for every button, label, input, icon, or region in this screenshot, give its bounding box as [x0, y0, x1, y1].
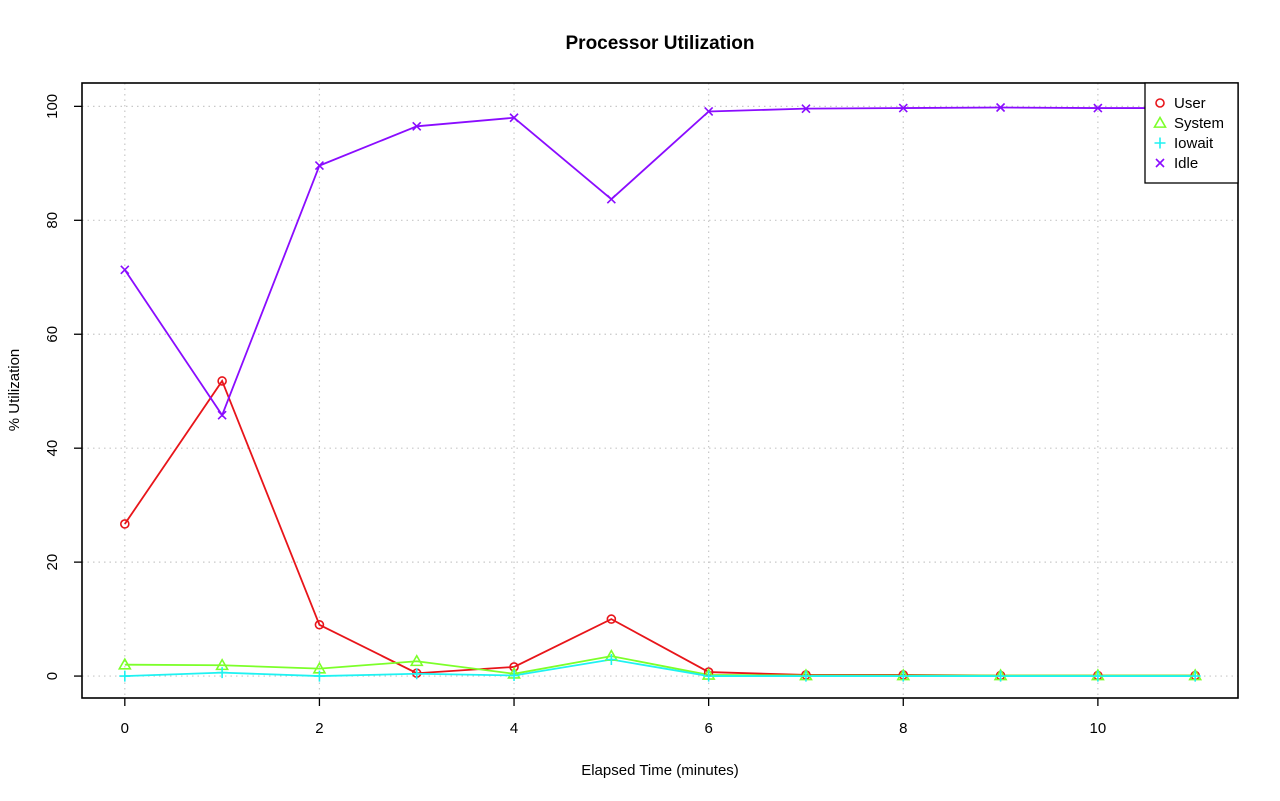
x-tick-label-4: 4: [510, 720, 518, 737]
point-idle-2: [314, 161, 324, 171]
point-idle-5: [606, 194, 616, 204]
point-idle-3: [412, 121, 422, 131]
point-system-3: [409, 654, 424, 667]
legend: User System Iowait Idle: [1144, 82, 1239, 184]
point-idle-0: [120, 265, 130, 275]
x-tick-label-8: 8: [899, 720, 907, 737]
x-tick-label-10: 10: [1090, 720, 1107, 737]
y-tick-label-40: 40: [44, 440, 61, 457]
y-tick-label-0: 0: [44, 672, 61, 680]
point-idle-6: [704, 106, 714, 117]
y-tick-label-80: 80: [44, 212, 61, 229]
x-axis-label: Elapsed Time (minutes): [581, 762, 739, 779]
grid-lines: [82, 83, 1238, 698]
legend-label-system: System: [1174, 115, 1224, 132]
point-iowait-9: [995, 670, 1007, 682]
point-idle-7: [801, 104, 811, 114]
y-tick-label-60: 60: [44, 326, 61, 343]
legend-marker-system: [1153, 115, 1167, 128]
x-tick-label-0: 0: [121, 720, 129, 737]
y-tick-label-20: 20: [44, 554, 61, 571]
point-user-0: [120, 519, 130, 529]
point-iowait-2: [313, 670, 325, 682]
legend-marker-user: [1155, 98, 1165, 108]
legend-label-iowait: Iowait: [1174, 135, 1214, 152]
point-user-1: [217, 376, 227, 386]
point-idle-9: [996, 102, 1006, 113]
x-tick-label-2: 2: [315, 720, 323, 737]
chart-title: Processor Utilization: [566, 33, 755, 54]
series-line-iowait: [124, 658, 1196, 677]
point-idle-1: [217, 410, 227, 420]
point-user-5: [606, 614, 617, 624]
point-iowait-1: [216, 667, 228, 679]
point-idle-4: [509, 113, 519, 123]
point-iowait-8: [897, 670, 909, 682]
point-iowait-6: [703, 670, 715, 682]
point-iowait-10: [1092, 670, 1104, 682]
series-line-user: [124, 379, 1196, 677]
legend-label-idle: Idle: [1174, 155, 1198, 172]
point-iowait-0: [119, 670, 131, 682]
x-tick-label-6: 6: [704, 720, 712, 737]
series-markers: [117, 102, 1203, 682]
point-iowait-11: [1189, 670, 1201, 682]
point-system-0: [117, 657, 132, 670]
point-iowait-3: [411, 668, 423, 680]
point-iowait-4: [508, 669, 520, 681]
point-idle-8: [898, 103, 908, 113]
point-user-2: [314, 619, 325, 630]
y-tick-label-100: 100: [44, 94, 61, 119]
point-idle-10: [1093, 103, 1103, 113]
plot-frame: [81, 82, 1239, 699]
point-iowait-5: [605, 654, 617, 666]
point-iowait-7: [800, 670, 812, 682]
series-line-system: [124, 655, 1196, 677]
series-lines: [124, 106, 1196, 677]
legend-marker-idle: [1155, 158, 1165, 168]
legend-marker-iowait: [1154, 137, 1166, 149]
legend-label-user: User: [1174, 95, 1206, 112]
series-line-idle: [124, 106, 1196, 418]
y-axis-label: % Utilization: [6, 349, 23, 432]
